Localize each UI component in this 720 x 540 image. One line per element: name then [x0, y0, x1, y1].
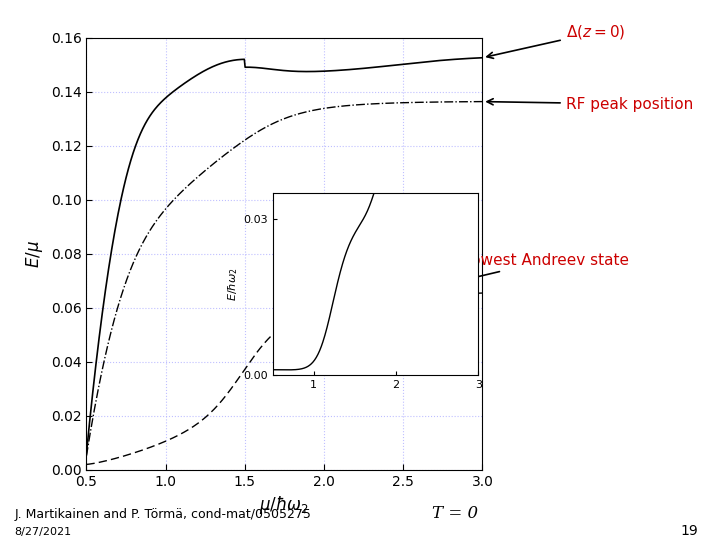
- Text: Lowest Andreev state: Lowest Andreev state: [384, 253, 629, 300]
- Text: J. Martikainen and P. Törmä, cond-mat/0505275: J. Martikainen and P. Törmä, cond-mat/05…: [14, 508, 311, 522]
- Text: T = 0: T = 0: [432, 505, 478, 522]
- Text: 19: 19: [680, 524, 698, 538]
- Y-axis label: $E/\mu$: $E/\mu$: [24, 240, 45, 268]
- X-axis label: $\mu/\hbar\omega_2$: $\mu/\hbar\omega_2$: [259, 494, 310, 516]
- Text: 8/27/2021: 8/27/2021: [14, 526, 71, 537]
- Text: $\Delta(z=0)$: $\Delta(z=0)$: [487, 23, 625, 58]
- Text: RF peak position: RF peak position: [487, 97, 693, 112]
